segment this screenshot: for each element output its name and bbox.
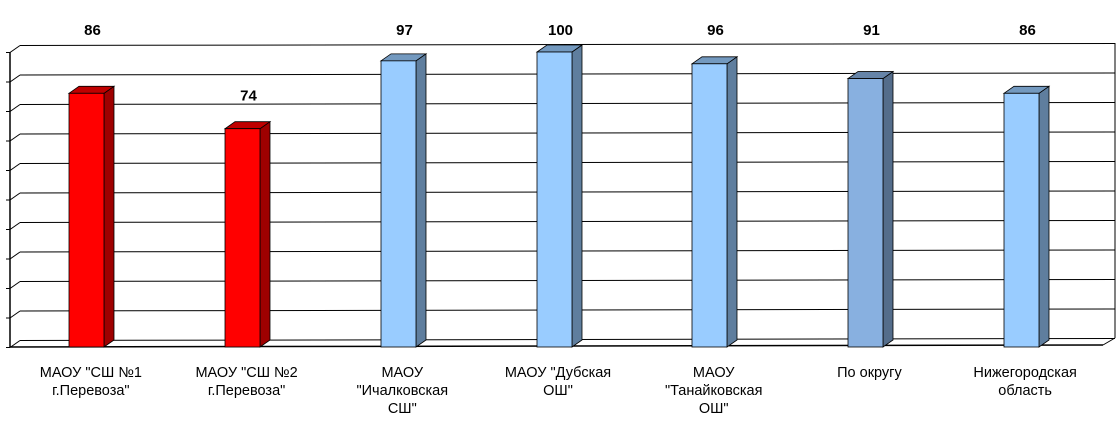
bar [379, 53, 428, 348]
floor-edge [1102, 337, 1116, 346]
data-label: 74 [240, 88, 257, 105]
bar [223, 120, 272, 348]
bar [67, 85, 116, 348]
data-label: 86 [1019, 22, 1036, 39]
x-tick-label: МАОУ "СШ №1 г.Перевоза" [40, 365, 142, 399]
gridline-side [9, 192, 21, 201]
data-label: 86 [84, 22, 101, 39]
gridline-side [9, 310, 21, 319]
x-tick-labels: МАОУ "СШ №1 г.Перевоза" МАОУ "СШ №2 г.Перев… [40, 365, 1077, 417]
x-tick-label: МАОУ "Дубская ОШ" [505, 365, 611, 399]
gridline-side [9, 133, 21, 142]
gridline-side [9, 281, 21, 289]
bars [67, 44, 1051, 348]
gridline-side [9, 45, 21, 53]
gridline-side [9, 251, 21, 260]
data-label: 97 [396, 22, 413, 39]
bar [1002, 85, 1051, 348]
x-tick-label: МАОУ "Ичалковская СШ" [356, 365, 448, 417]
data-label: 91 [863, 22, 880, 39]
x-tick-label: По округу [837, 365, 902, 381]
bar [690, 56, 739, 348]
gridline-side [9, 222, 21, 230]
x-tick-label: Нижегородская область [973, 365, 1076, 399]
bar [846, 70, 895, 348]
x-tick-label: МАОУ "СШ №2 г.Перевоза" [195, 365, 297, 399]
gridline-side [9, 104, 21, 112]
data-label: 100 [548, 22, 573, 39]
gridline-side [9, 163, 21, 171]
gridline-side [9, 74, 21, 83]
value-labels: 86 74 97 100 96 91 86 [84, 22, 1036, 105]
bar [535, 44, 584, 348]
data-label: 96 [707, 22, 724, 39]
gridline [19, 43, 1116, 46]
x-tick-label: МАОУ "Танайковская ОШ" [665, 365, 763, 417]
